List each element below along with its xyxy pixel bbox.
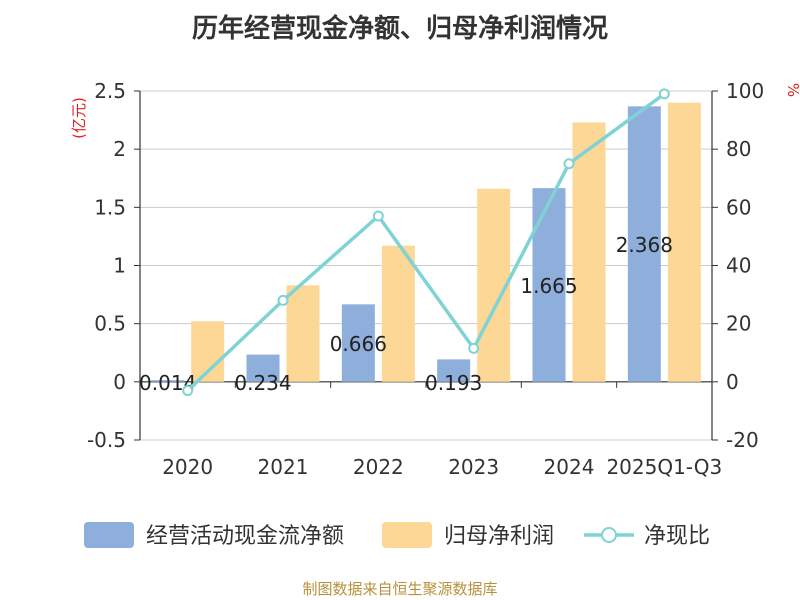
bar-net-profit [381, 245, 415, 382]
legend-label-net-profit: 归母净利润 [444, 524, 554, 549]
y-left-tick-label: 0.5 [94, 312, 126, 336]
point-cash-ratio [372, 210, 384, 222]
bar-net-profit [667, 102, 701, 382]
y-left-tick-label: 2.5 [94, 79, 126, 103]
bar-cash-flow [437, 359, 471, 382]
point-cash-ratio [277, 294, 289, 306]
chart-title: 历年经营现金净额、归母净利润情况 [191, 14, 608, 44]
data-label-cash-flow: 0.193 [425, 371, 482, 395]
y-left-tick-label: -0.5 [87, 428, 126, 452]
point-cash-ratio [658, 88, 670, 100]
x-tick-label: 2023 [448, 455, 499, 479]
x-tick-label: 2020 [162, 455, 213, 479]
point-cash-ratio [563, 158, 575, 170]
bar-cash-flow [627, 106, 661, 382]
y-left-tick-label: 1.5 [94, 195, 126, 219]
line-cash-ratio [186, 92, 666, 392]
data-label-cash-flow: 0.666 [330, 332, 387, 356]
legend-label-cash-ratio: 净现比 [644, 524, 710, 549]
data-label-cash-flow: 2.368 [616, 233, 673, 257]
bar-cash-flow [246, 354, 280, 382]
y-right-unit-label: % [784, 83, 800, 97]
x-tick-label: 2025Q1-Q3 [606, 455, 722, 479]
y-right-tick-label: 20 [726, 312, 751, 336]
y-right-tick-label: 40 [726, 254, 751, 278]
y-left-tick-label: 0 [113, 370, 126, 394]
x-tick-label: 2024 [544, 455, 595, 479]
y-left-unit-label: (亿元) [70, 97, 88, 139]
y-right-tick-label: 80 [726, 137, 751, 161]
data-label-cash-flow: 1.665 [520, 274, 577, 298]
bar-cash-flow [151, 380, 185, 382]
legend-swatch-cash-ratio-marker [601, 527, 617, 543]
y-right-tick-label: 60 [726, 195, 751, 219]
legend-label-cash-flow: 经营活动现金流净额 [146, 524, 344, 549]
point-cash-ratio [468, 342, 480, 354]
y-left-tick-label: 2 [113, 137, 126, 161]
y-left-tick-label: 1 [113, 254, 126, 278]
legend-swatch-cash-flow [84, 522, 134, 548]
point-cash-ratio [182, 385, 194, 397]
data-label-cash-flow: 0.234 [234, 371, 291, 395]
bar-cash-flow [341, 304, 375, 382]
source-note: 制图数据来自恒生聚源数据库 [302, 580, 498, 598]
legend-swatch-net-profit [382, 522, 432, 548]
y-right-tick-label: 0 [726, 370, 739, 394]
y-right-tick-label: 100 [726, 79, 764, 103]
x-tick-label: 2022 [353, 455, 404, 479]
x-tick-label: 2021 [258, 455, 309, 479]
bar-net-profit [286, 285, 320, 382]
bar-net-profit [572, 122, 606, 382]
y-right-tick-label: -20 [726, 428, 759, 452]
